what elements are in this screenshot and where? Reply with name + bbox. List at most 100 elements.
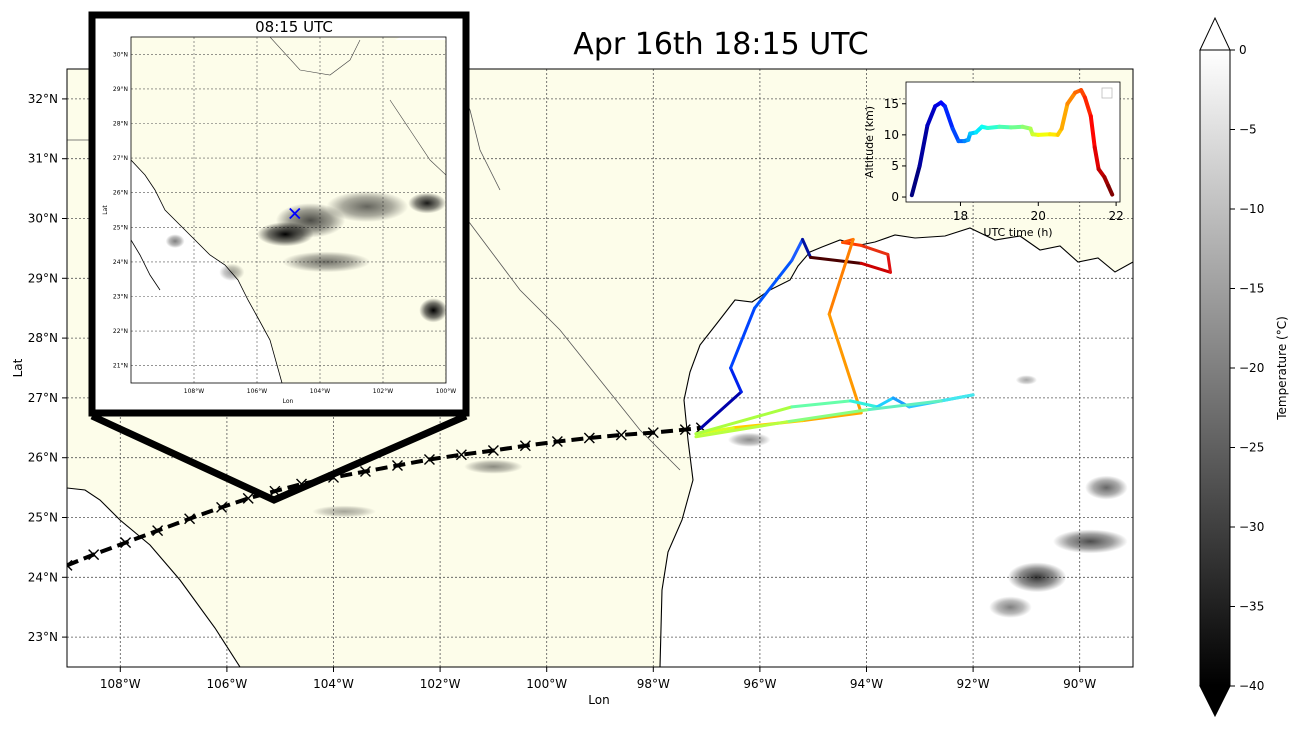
altitude-y-tick-label: 15 (884, 97, 899, 111)
altitude-x-tick-label: 18 (953, 209, 968, 223)
altitude-segment (1088, 114, 1097, 150)
cloud-cluster (464, 459, 523, 474)
flight-segment (865, 399, 943, 412)
inset-border (269, 37, 446, 176)
inset-y-tick-label: 30°N (113, 51, 128, 58)
inset-plot-frame (130, 36, 447, 384)
altitude-segment (950, 126, 961, 144)
altitude-segment (1106, 183, 1115, 197)
cloud-cluster (989, 596, 1032, 618)
colorbar-tick-label: −25 (1239, 441, 1264, 455)
coastline-west (67, 487, 241, 667)
inset-cloud-cluster (326, 190, 409, 223)
flight-segment (790, 237, 805, 262)
coastline (659, 227, 1133, 667)
altitude-x-tick-label: 20 (1031, 209, 1046, 223)
inset-position-marker (289, 207, 301, 220)
border-line (459, 209, 681, 471)
satellite-track (67, 425, 702, 568)
main-y-tick-label: 29°N (28, 271, 58, 285)
altitude-y-tick-label: 5 (891, 159, 899, 173)
colorbar-ticks: 0 −5 −10 −15 −20 −25 −30 −35 −40 (1230, 43, 1264, 693)
flight-segment (729, 366, 743, 394)
track-marker (67, 559, 73, 571)
cloud-cluster (1015, 375, 1038, 385)
colorbar-tick-label: 0 (1239, 43, 1247, 57)
altitude-inset: 18 20 22 0 5 10 15 UTC time (h) Altitude (km) (863, 81, 1124, 239)
main-map-title: Apr 16th 18:15 UTC (573, 27, 868, 62)
inset-map: 108°W 106°W 104°W 102°W 100°W 21°N 22°N 23°N 24… (88, 11, 470, 417)
main-x-tick-label: 104°W (313, 677, 354, 691)
altitude-segment (1092, 145, 1101, 172)
flight-segment (790, 399, 853, 409)
altitude-x-label: UTC time (h) (983, 226, 1052, 239)
flight-segment (827, 237, 855, 316)
flight-segment (859, 261, 892, 274)
main-y-tick-label: 28°N (28, 331, 58, 345)
colorbar-gradient (1199, 49, 1231, 687)
main-x-ticks: 108°W 106°W 104°W 102°W 100°W 98°W 96°W 94°W 92°… (100, 667, 1096, 691)
altitude-segment (925, 104, 938, 128)
inset-cloud-cluster (165, 234, 185, 249)
track-marker (359, 465, 371, 477)
main-y-tick-label: 23°N (28, 630, 58, 644)
inset-cloud-cluster (408, 192, 446, 214)
track-marker (216, 501, 228, 513)
inset-y-tick-label: 23°N (113, 294, 128, 301)
flight-segment (841, 237, 855, 244)
altitude-segment (942, 104, 955, 131)
colorbar: 0 −5 −10 −15 −20 −25 −30 −35 −40 Temperature (°C… (1199, 16, 1289, 718)
cloud-cluster (727, 432, 771, 447)
inset-x-tick-label: 106°W (247, 388, 267, 395)
inset-callout (90, 412, 468, 504)
main-y-tick-label: 32°N (28, 92, 58, 106)
inset-x-tick-label: 108°W (184, 388, 204, 395)
inset-y-ticks: 21°N 22°N 23°N 24°N 25°N 26°N 27°N 28°N 29°N 30°N (113, 51, 128, 369)
main-cloud-field (312, 375, 1128, 618)
flight-track (694, 237, 975, 439)
track-marker (184, 513, 196, 525)
flight-segment (699, 390, 743, 430)
flight-segment (939, 393, 975, 403)
main-x-tick-label: 106°W (207, 677, 248, 691)
altitude-x-ticks: 18 20 22 (953, 202, 1124, 223)
colorbar-tick-label: −5 (1239, 123, 1257, 137)
flight-segment (849, 399, 879, 409)
inset-sea (131, 160, 282, 383)
altitude-segment (1082, 95, 1093, 119)
flight-segment (875, 396, 895, 409)
altitude-segment (1059, 101, 1070, 131)
cloud-cluster (1085, 475, 1128, 500)
inset-y-label: Lat (102, 205, 109, 215)
track-marker (455, 449, 467, 461)
altitude-legend-box (1101, 87, 1113, 99)
inset-cloud-cluster (419, 298, 446, 323)
main-x-tick-label: 94°W (850, 677, 883, 691)
inset-y-tick-label: 29°N (113, 86, 128, 93)
main-x-tick-label: 96°W (743, 677, 776, 691)
altitude-segment (917, 123, 930, 168)
flight-segment (694, 420, 789, 439)
altitude-plot-frame (905, 81, 1121, 203)
colorbar-tick-label: −15 (1239, 282, 1264, 296)
main-y-tick-label: 27°N (28, 391, 58, 405)
track-marker (583, 432, 595, 444)
main-y-tick-label: 26°N (28, 451, 58, 465)
flight-segment (859, 243, 890, 256)
track-marker (423, 453, 435, 465)
altitude-segment (909, 163, 922, 198)
colorbar-tick-label: −40 (1239, 679, 1264, 693)
colorbar-tick-label: −10 (1239, 202, 1264, 216)
inset-y-tick-label: 24°N (113, 259, 128, 266)
main-y-tick-label: 25°N (28, 511, 58, 525)
inset-y-tick-label: 27°N (113, 155, 128, 162)
cloud-cluster (1007, 562, 1067, 593)
altitude-y-ticks: 0 5 10 15 (884, 97, 906, 204)
inset-y-tick-label: 28°N (113, 121, 128, 128)
track-marker (679, 424, 691, 436)
inset-sea-east (395, 37, 446, 40)
inset-x-ticks: 108°W 106°W 104°W 102°W 100°W (184, 388, 456, 395)
flight-segment (801, 237, 813, 259)
main-y-tick-label: 30°N (28, 212, 58, 226)
